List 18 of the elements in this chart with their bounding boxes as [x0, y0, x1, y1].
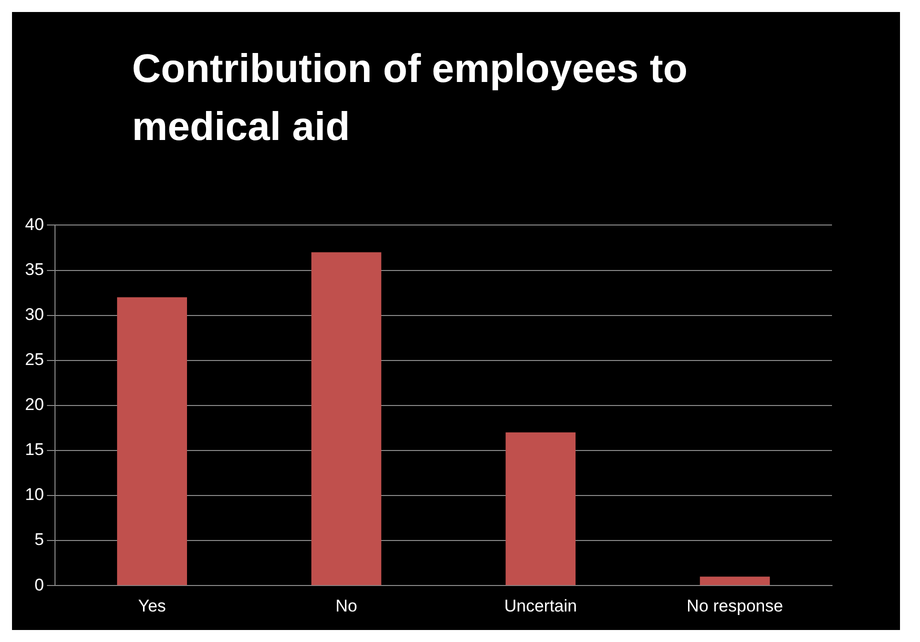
chart-title: Contribution of employees to medical aid: [132, 46, 689, 151]
y-tick-label: 30: [24, 304, 44, 324]
x-tick-label: Yes: [138, 596, 166, 616]
bar: [117, 297, 188, 586]
x-tick-label: No: [335, 596, 358, 616]
bar: [700, 576, 770, 586]
bar: [506, 432, 576, 586]
bar: [311, 252, 382, 586]
y-tick-label: 5: [34, 530, 44, 550]
y-tick-label: 40: [24, 214, 44, 234]
x-tick-label: No response: [686, 596, 784, 616]
x-tick-label: Uncertain: [504, 596, 577, 616]
y-tick-label: 20: [24, 395, 44, 414]
y-tick-label: 10: [24, 485, 44, 504]
y-tick-label: 25: [24, 350, 44, 370]
y-tick-label: 0: [34, 575, 44, 594]
y-tick-label: 35: [24, 260, 44, 279]
y-tick-label: 15: [24, 440, 44, 460]
